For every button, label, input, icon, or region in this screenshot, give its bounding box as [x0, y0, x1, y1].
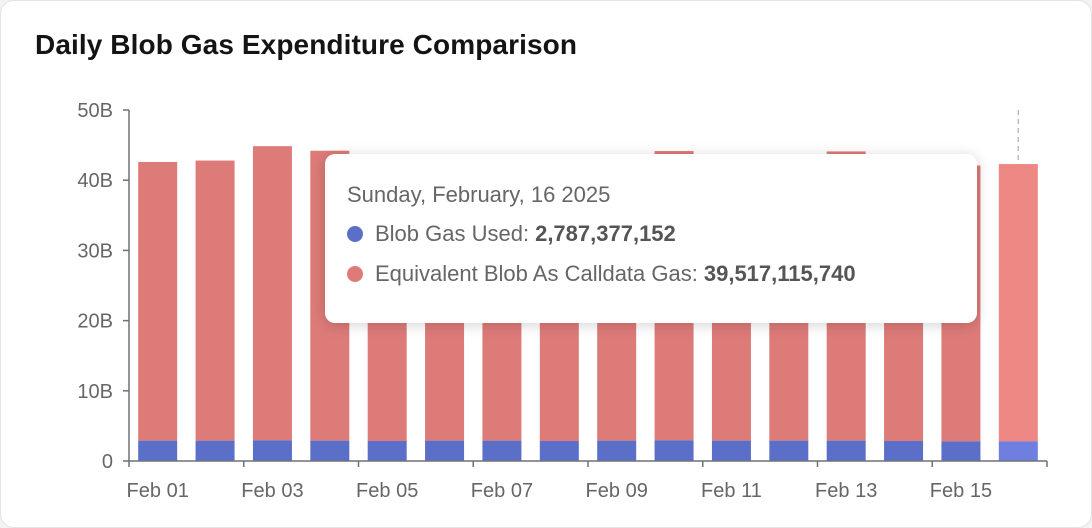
- x-tick-label: Feb 05: [356, 480, 418, 502]
- blob-gas-legend-dot: [347, 226, 363, 242]
- x-tick-label: Feb 03: [241, 480, 303, 502]
- tooltip-label: Equivalent Blob As Calldata Gas:: [375, 261, 698, 286]
- x-tick-label: Feb 11: [701, 480, 762, 502]
- x-tick-label: Feb 09: [586, 480, 648, 502]
- blob-gas-bar: [884, 440, 924, 461]
- tooltip-label: Blob Gas Used:: [375, 221, 530, 246]
- blob-gas-bar: [654, 440, 694, 461]
- tooltip-value: 2,787,377,152: [535, 221, 676, 246]
- y-tick-label: 40B: [77, 170, 113, 192]
- blob-gas-bar: [597, 440, 637, 461]
- chart-tooltip: Sunday, February, 16 2025 Blob Gas Used:…: [325, 154, 977, 323]
- blob-gas-bar: [769, 440, 809, 461]
- blob-gas-bar: [425, 440, 465, 461]
- chart-title: Daily Blob Gas Expenditure Comparison: [35, 29, 578, 60]
- blob-gas-bar: [998, 441, 1038, 461]
- blob-gas-bar: [195, 440, 235, 461]
- calldata-gas-bar: [252, 146, 292, 441]
- x-tick-label: Feb 01: [127, 480, 189, 502]
- x-tick-label: Feb 15: [930, 480, 992, 502]
- calldata-gas-bar: [998, 164, 1038, 442]
- tooltip-date: Sunday, February, 16 2025: [347, 182, 611, 207]
- blob-gas-bar: [826, 440, 866, 461]
- calldata-gas-bar: [138, 161, 178, 441]
- y-tick-label: 0: [102, 451, 113, 473]
- y-tick-label: 20B: [77, 311, 113, 333]
- tooltip-row-calldata-gas: Equivalent Blob As Calldata Gas: 39,517,…: [347, 261, 955, 287]
- y-tick-label: 50B: [77, 100, 113, 122]
- calldata-gas-bar: [195, 160, 235, 441]
- blob-gas-bar: [310, 440, 350, 461]
- blob-gas-bar: [367, 440, 407, 461]
- blob-gas-bar: [482, 440, 522, 461]
- blob-gas-bar: [941, 441, 981, 461]
- y-tick-label: 10B: [77, 381, 113, 403]
- blob-gas-bar: [539, 440, 579, 461]
- x-tick-label: Feb 13: [815, 480, 877, 502]
- y-tick-label: 30B: [77, 240, 113, 262]
- x-tick-label: Feb 07: [471, 480, 533, 502]
- blob-gas-bar: [252, 440, 292, 461]
- blob-gas-bar: [138, 440, 178, 461]
- blob-gas-bar: [711, 440, 751, 461]
- tooltip-value: 39,517,115,740: [703, 261, 856, 286]
- tooltip-row-blob-gas: Blob Gas Used: 2,787,377,152: [347, 221, 955, 247]
- calldata-gas-legend-dot: [347, 266, 363, 282]
